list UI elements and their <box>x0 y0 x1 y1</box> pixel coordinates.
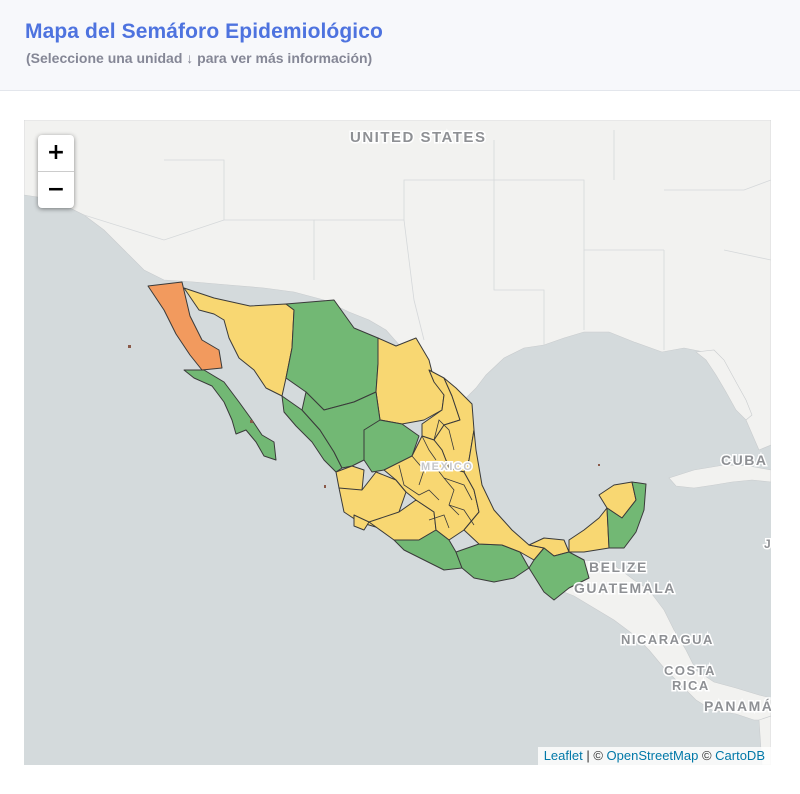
page-title: Mapa del Semáforo Epidemiológico <box>25 20 383 43</box>
label-mexico: MEXICO <box>421 461 473 473</box>
map-container[interactable]: UNITED STATES MEXICO CUBA J BELIZE GUATE… <box>24 120 771 765</box>
label-rica: RICA <box>672 678 710 693</box>
label-edge-letter: J <box>764 537 771 551</box>
state-jalisco[interactable] <box>338 471 407 529</box>
florida-land <box>695 349 753 421</box>
attribution-copyright: © <box>698 748 716 763</box>
mexico-states <box>147 281 647 601</box>
label-guatemala: GUATEMALA <box>574 580 676 596</box>
page-subtitle: (Seleccione una unidad ↓ para ver más in… <box>26 50 373 66</box>
state-borders <box>83 130 771 350</box>
label-united-states: UNITED STATES <box>350 129 486 146</box>
leaflet-link[interactable]: Leaflet <box>543 748 583 763</box>
state-baja-california-sur[interactable] <box>183 369 277 461</box>
map-tiles: UNITED STATES MEXICO CUBA J BELIZE GUATE… <box>24 120 771 765</box>
interior-borders <box>398 419 475 529</box>
label-panama: PANAMÁ <box>704 698 771 714</box>
card-header: Mapa del Semáforo Epidemiológico (Selecc… <box>0 0 800 91</box>
state-veracruz[interactable] <box>463 429 545 561</box>
attribution-separator: | © <box>582 748 607 763</box>
zoom-control: + − <box>38 135 74 208</box>
cartodb-link[interactable]: CartoDB <box>715 748 765 763</box>
openstreetmap-link[interactable]: OpenStreetMap <box>606 748 699 763</box>
state-baja-california[interactable] <box>147 281 223 371</box>
state-chiapas[interactable] <box>528 547 590 601</box>
state-sonora[interactable] <box>183 287 295 397</box>
zoom-out-button[interactable]: − <box>46 177 66 202</box>
label-belize: BELIZE <box>589 559 648 575</box>
state-campeche[interactable] <box>568 507 610 553</box>
state-colima[interactable] <box>353 514 370 531</box>
cuba-land <box>668 464 771 489</box>
islands <box>128 345 600 488</box>
zoom-in-button[interactable]: + <box>38 135 74 172</box>
label-costa: COSTA <box>664 663 716 678</box>
label-cuba: CUBA <box>721 452 767 468</box>
state-quintana-roo[interactable] <box>606 481 647 549</box>
label-nicaragua: NICARAGUA <box>621 632 714 647</box>
map-attribution: Leaflet | © OpenStreetMap © CartoDB <box>537 747 771 765</box>
